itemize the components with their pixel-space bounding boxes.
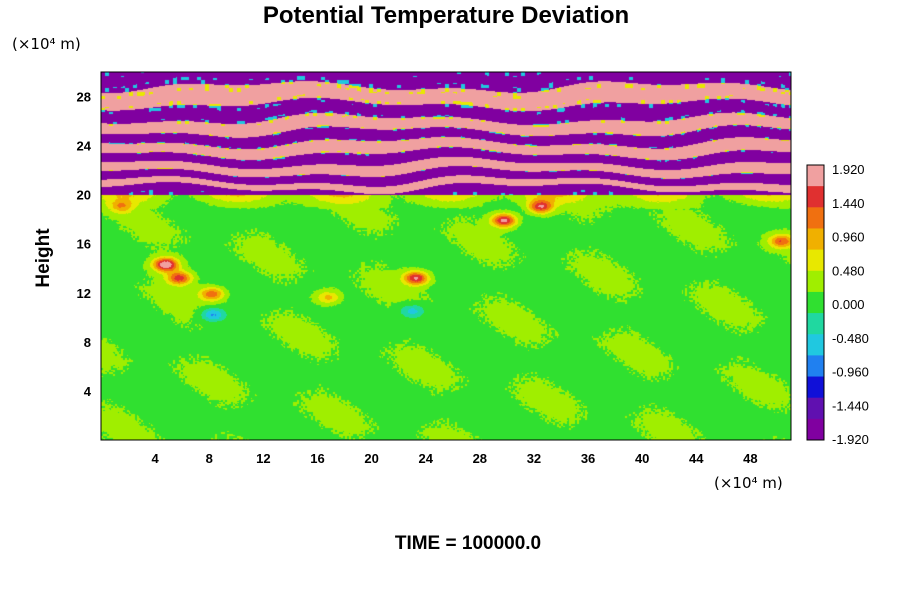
x-tick-label: 12 <box>256 451 270 466</box>
colorbar <box>806 164 825 441</box>
colorbar-swatch <box>807 270 824 293</box>
colorbar-swatch <box>807 207 824 229</box>
y-tick-label: 16 <box>77 237 91 252</box>
y-tick-label: 8 <box>84 335 91 350</box>
colorbar-swatch <box>807 186 824 208</box>
x-tick-label: 4 <box>152 451 160 466</box>
y-tick-label: 4 <box>84 384 92 399</box>
colorbar-swatch <box>807 397 824 420</box>
colorbar-tick-label: 0.960 <box>832 230 865 245</box>
colorbar-tick-label: 1.920 <box>832 162 865 177</box>
x-tick-label: 40 <box>635 451 649 466</box>
colorbar-swatch <box>807 418 824 441</box>
colorbar-labels: 1.920 1.440 0.960 0.480 0.000 -0.480 -0.960 -1.… <box>832 162 869 447</box>
y-axis-ticks: 4 8 12 16 20 24 28 <box>77 90 92 399</box>
x-tick-label: 44 <box>689 451 704 466</box>
heatmap-plot <box>100 71 792 441</box>
heatmap-field <box>101 72 791 440</box>
colorbar-tick-label: -0.960 <box>832 365 869 380</box>
x-axis-ticks: 4 8 12 16 20 24 28 32 36 40 44 48 <box>152 451 758 466</box>
colorbar-swatch <box>807 228 824 251</box>
colorbar-swatch <box>807 313 824 335</box>
colorbar-swatch <box>807 249 824 272</box>
x-tick-label: 24 <box>418 451 433 466</box>
colorbar-swatch <box>807 355 824 378</box>
x-tick-label: 28 <box>473 451 487 466</box>
y-tick-label: 24 <box>77 139 92 154</box>
colorbar-tick-label: -0.480 <box>832 331 869 346</box>
x-tick-label: 48 <box>743 451 757 466</box>
x-tick-label: 36 <box>581 451 595 466</box>
x-tick-label: 8 <box>206 451 213 466</box>
y-axis-unit: (×10⁴ m) <box>12 35 81 53</box>
x-tick-label: 32 <box>527 451 541 466</box>
colorbar-tick-label: 1.440 <box>832 196 865 211</box>
y-tick-label: 28 <box>77 90 91 105</box>
time-label: TIME = 100000.0 <box>395 533 541 554</box>
colorbar-frame <box>806 164 825 441</box>
x-tick-label: 16 <box>310 451 324 466</box>
colorbar-swatch <box>807 376 824 399</box>
colorbar-swatch <box>807 291 824 314</box>
colorbar-tick-label: 0.480 <box>832 263 865 278</box>
colorbar-tick-label: 0.000 <box>832 297 865 312</box>
chart-title: Potential Temperature Deviation <box>263 2 629 29</box>
colorbar-tick-label: -1.920 <box>832 432 869 447</box>
x-axis-unit: (×10⁴ m) <box>714 474 783 492</box>
y-tick-label: 12 <box>77 286 91 301</box>
y-tick-label: 20 <box>77 188 91 203</box>
colorbar-swatch <box>807 165 824 187</box>
colorbar-swatch <box>807 334 824 356</box>
x-tick-label: 20 <box>364 451 378 466</box>
plot-frame <box>100 71 792 441</box>
y-axis-label: Height <box>33 228 54 288</box>
colorbar-tick-label: -1.440 <box>832 398 869 413</box>
